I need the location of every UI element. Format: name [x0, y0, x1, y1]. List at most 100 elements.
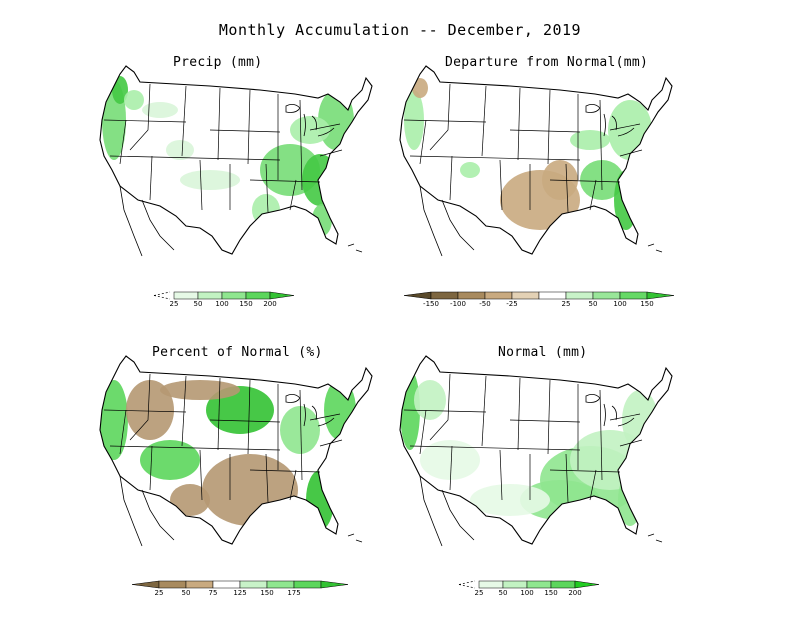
colorbar-tick-label: 100	[613, 300, 626, 308]
state-border	[265, 453, 269, 503]
state-border	[409, 155, 581, 161]
lake-erie	[317, 417, 335, 427]
bahamas-outline	[347, 533, 363, 543]
colorbar-open-end	[458, 584, 476, 589]
state-border	[217, 377, 221, 451]
state-border	[481, 375, 487, 447]
state-border	[129, 83, 151, 151]
colorbar-tick-label: 25	[170, 300, 179, 308]
lake-superior	[585, 104, 601, 113]
colorbar-swatch	[646, 291, 675, 300]
colorbar-swatch	[239, 580, 268, 589]
colorbar-swatch	[502, 580, 528, 589]
state-border	[509, 419, 581, 423]
state-border	[129, 373, 151, 441]
normal-map	[399, 355, 673, 547]
colorbar-open-end	[153, 291, 171, 296]
state-border	[599, 99, 603, 191]
state-border	[609, 413, 641, 421]
state-border	[299, 389, 303, 481]
lake-superior	[585, 394, 601, 403]
lake-erie	[617, 127, 635, 137]
precip-field	[102, 76, 354, 236]
state-border	[549, 469, 621, 473]
state-border	[181, 375, 187, 447]
state-border	[119, 119, 127, 165]
field-region	[126, 380, 174, 440]
field-region	[160, 380, 240, 400]
state-border	[499, 449, 503, 501]
colorbar-swatch	[173, 291, 199, 300]
colorbar-swatch	[158, 580, 187, 589]
lake-erie	[317, 127, 335, 137]
lake-huron	[311, 115, 317, 131]
colorbar-tick-label: 50	[194, 300, 203, 308]
state-border	[449, 155, 453, 201]
state-border	[289, 469, 297, 501]
colorbar-tick-label: 150	[640, 300, 653, 308]
mexico-coast	[419, 185, 475, 257]
colorbar-tick-label: 50	[499, 589, 508, 597]
departure-colorbar: -150 -100 -50 -25 25 50 100 150	[403, 291, 675, 308]
bahamas-outline	[347, 243, 363, 253]
state-border	[565, 453, 569, 503]
field-region	[420, 440, 480, 480]
field-region	[252, 194, 280, 226]
bahamas-outline	[647, 243, 663, 253]
state-border	[419, 409, 427, 455]
colorbar-swatch	[221, 291, 247, 300]
colorbar-swatch	[565, 291, 594, 300]
state-border	[209, 419, 281, 423]
mexico-coast	[419, 475, 475, 547]
colorbar-tick-label: 150	[544, 589, 557, 597]
colorbar-tick-label: 25	[475, 589, 484, 597]
state-border	[149, 445, 153, 491]
lake-superior	[285, 104, 301, 113]
colorbar-tick-label: 50	[589, 300, 598, 308]
state-border	[181, 85, 187, 157]
state-border	[599, 389, 603, 481]
field-region	[140, 440, 200, 480]
mexico-coast	[119, 185, 175, 257]
state-border	[309, 123, 341, 131]
us-outline	[99, 65, 373, 255]
colorbar-swatch	[526, 580, 552, 589]
state-border	[247, 89, 251, 165]
field-region	[460, 162, 480, 178]
colorbar-tick-label: 25	[562, 300, 571, 308]
colorbar-swatch	[457, 291, 486, 300]
state-border	[199, 159, 203, 211]
colorbar-tick-label: 100	[215, 300, 228, 308]
departure-map	[399, 65, 673, 257]
field-region	[166, 140, 194, 160]
state-border	[549, 179, 621, 183]
state-border	[429, 373, 451, 441]
colorbar-tick-label: 125	[233, 589, 246, 597]
field-region	[570, 430, 650, 490]
colorbar-tick-label: 100	[520, 589, 533, 597]
state-border	[499, 159, 503, 211]
colorbar-tick-label: 25	[155, 589, 164, 597]
state-border	[403, 119, 487, 123]
field-region	[280, 406, 320, 454]
state-border	[449, 445, 453, 491]
precip-map	[99, 65, 373, 257]
colorbar-tick-label: 50	[182, 589, 191, 597]
field-region	[470, 484, 550, 516]
state-border	[429, 83, 451, 151]
colorbar-swatch	[538, 291, 567, 300]
lake-erie	[617, 417, 635, 427]
state-border	[517, 87, 521, 161]
state-border	[217, 87, 221, 161]
colorbar-swatch	[131, 580, 160, 589]
colorbar-swatch	[619, 291, 648, 300]
state-border	[299, 99, 303, 191]
bahamas-outline	[647, 533, 663, 543]
colorbar-swatch	[269, 291, 295, 300]
field-region	[100, 380, 128, 460]
field-region	[180, 170, 240, 190]
lake-michigan	[603, 403, 606, 427]
colorbar-tick-label: 75	[209, 589, 218, 597]
field-region	[622, 390, 658, 450]
state-border	[247, 379, 251, 455]
